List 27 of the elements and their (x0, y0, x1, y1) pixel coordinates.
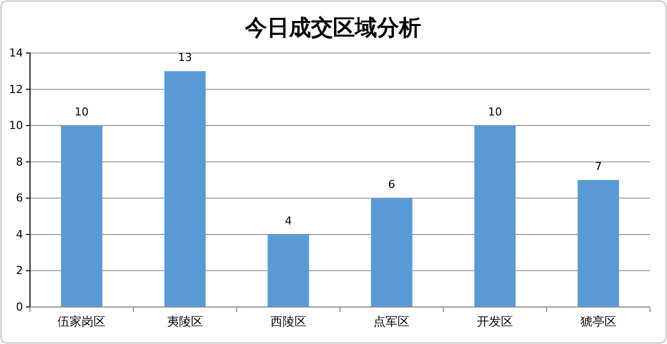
y-tick-label: 6 (16, 192, 23, 205)
x-tick-label: 开发区 (477, 314, 513, 329)
bar (164, 71, 206, 307)
bar (268, 234, 309, 307)
x-tick-label: 伍家岗区 (58, 314, 106, 329)
data-label: 4 (284, 214, 292, 228)
bar (474, 126, 516, 307)
y-tick-label: 2 (16, 264, 23, 278)
y-tick-label: 4 (16, 228, 23, 241)
x-tick-label: 点军区 (374, 314, 410, 329)
data-label: 10 (488, 106, 502, 119)
y-tick-label: 14 (9, 46, 23, 60)
x-tick-label: 夷陵区 (167, 314, 203, 329)
data-label: 13 (178, 51, 192, 64)
y-tick-label: 12 (9, 82, 23, 96)
x-tick-label: 西陵区 (270, 314, 306, 329)
bar (371, 198, 412, 307)
x-tick-label: 猇亭区 (580, 314, 616, 329)
y-tick-label: 8 (16, 155, 23, 168)
data-label: 10 (74, 106, 89, 119)
bar (578, 180, 619, 307)
data-label: 7 (594, 160, 602, 173)
data-label: 6 (388, 178, 396, 192)
bar (61, 126, 102, 307)
y-tick-label: 0 (16, 300, 23, 314)
chart-title: 今日成交区域分析 (244, 15, 421, 41)
y-tick-label: 10 (9, 119, 23, 132)
